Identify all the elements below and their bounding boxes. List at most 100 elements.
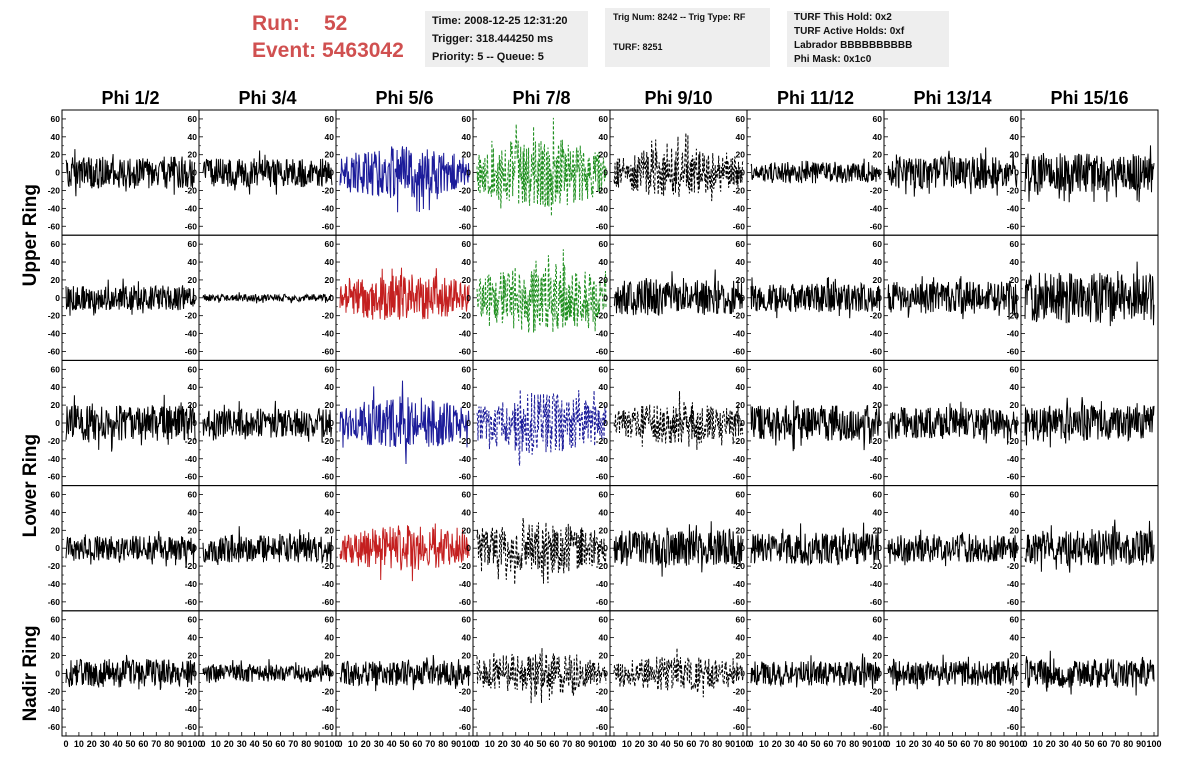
- y-tick-label: 20: [325, 275, 335, 285]
- y-tick-label: -60: [48, 722, 61, 732]
- turf-info-box: TURF This Hold: 0x2 TURF Active Holds: 0…: [787, 11, 949, 67]
- y-tick-label: 40: [462, 132, 472, 142]
- x-tick-label: 70: [425, 739, 435, 749]
- y-tick-label: -20: [185, 311, 198, 321]
- y-tick-label: 60: [599, 114, 609, 124]
- y-tick-label: -40: [322, 704, 335, 714]
- x-tick-label: 50: [947, 739, 957, 749]
- y-tick-label: -40: [48, 579, 61, 589]
- y-tick-label: -20: [870, 185, 883, 195]
- x-tick-label: 20: [87, 739, 97, 749]
- y-tick-label: 40: [873, 257, 883, 267]
- y-tick-label: 20: [325, 150, 335, 160]
- waveform-trace: [339, 267, 470, 320]
- y-tick-label: -40: [870, 579, 883, 589]
- x-tick-label: 40: [387, 739, 397, 749]
- waveform-trace: [750, 277, 881, 319]
- y-tick-label: 0: [740, 293, 745, 303]
- x-tick-label: 10: [1033, 739, 1043, 749]
- waveform-trace: [476, 517, 607, 585]
- y-tick-label: -60: [322, 597, 335, 607]
- y-tick-label: -20: [733, 686, 746, 696]
- column-header: Phi 15/16: [1050, 88, 1128, 108]
- y-tick-label: -20: [733, 311, 746, 321]
- waveform-trace: [613, 269, 744, 317]
- y-tick-label: -60: [596, 722, 609, 732]
- y-tick-label: -20: [1007, 436, 1020, 446]
- y-tick-label: 40: [873, 633, 883, 643]
- x-tick-label: 100: [598, 739, 613, 749]
- x-tick-label: 100: [872, 739, 887, 749]
- y-tick-label: 40: [736, 633, 746, 643]
- y-tick-label: -20: [48, 185, 61, 195]
- y-tick-label: -20: [322, 185, 335, 195]
- trig-num-type-text: Trig Num: 8242 -- Trig Type: RF: [613, 12, 746, 22]
- y-tick-label: 60: [736, 615, 746, 625]
- y-tick-label: -40: [48, 704, 61, 714]
- y-tick-label: -20: [596, 185, 609, 195]
- y-tick-label: 60: [873, 239, 883, 249]
- waveform-trace: [65, 149, 196, 197]
- y-tick-label: -40: [322, 579, 335, 589]
- y-tick-label: 20: [873, 400, 883, 410]
- x-tick-label: 0: [474, 739, 479, 749]
- y-tick-label: 60: [188, 239, 198, 249]
- run-event-box: Run: 52 Event: 5463042: [252, 10, 404, 64]
- column-header: Phi 11/12: [777, 88, 854, 108]
- y-tick-label: -60: [185, 597, 198, 607]
- y-tick-label: 60: [462, 364, 472, 374]
- y-tick-label: 60: [1010, 615, 1020, 625]
- x-tick-label: 60: [1097, 739, 1107, 749]
- y-tick-label: 0: [466, 168, 471, 178]
- y-tick-label: -60: [1007, 472, 1020, 482]
- y-tick-label: 60: [873, 615, 883, 625]
- x-tick-label: 80: [849, 739, 859, 749]
- y-tick-label: 20: [599, 150, 609, 160]
- turf-this-hold-text: TURF This Hold: 0x2: [794, 12, 892, 23]
- x-tick-label: 50: [125, 739, 135, 749]
- y-tick-label: 20: [599, 651, 609, 661]
- y-tick-label: 20: [1010, 400, 1020, 410]
- time-text: Time: 2008-12-25 12:31:20: [432, 15, 568, 27]
- y-tick-label: 20: [1010, 150, 1020, 160]
- y-tick-label: 0: [603, 668, 608, 678]
- y-tick-label: 0: [329, 543, 334, 553]
- turf-text: TURF: 8251: [613, 42, 663, 52]
- x-tick-label: 60: [138, 739, 148, 749]
- waveform-trace: [1024, 519, 1155, 573]
- y-tick-label: -60: [596, 472, 609, 482]
- y-tick-label: -20: [322, 561, 335, 571]
- y-tick-label: 20: [51, 651, 61, 661]
- y-tick-label: -20: [459, 436, 472, 446]
- y-tick-label: 0: [192, 293, 197, 303]
- y-tick-label: 20: [188, 150, 198, 160]
- y-tick-label: 0: [329, 168, 334, 178]
- waveform-trace: [339, 380, 470, 465]
- waveform-trace: [65, 531, 196, 568]
- y-tick-label: 0: [1014, 168, 1019, 178]
- y-tick-label: -40: [185, 329, 198, 339]
- y-tick-label: -20: [459, 561, 472, 571]
- y-tick-label: 60: [1010, 114, 1020, 124]
- y-tick-label: -20: [733, 185, 746, 195]
- y-tick-label: -20: [459, 185, 472, 195]
- y-tick-label: -40: [459, 329, 472, 339]
- y-tick-label: 60: [873, 490, 883, 500]
- y-tick-label: 40: [51, 507, 61, 517]
- x-tick-label: 10: [759, 739, 769, 749]
- x-tick-label: 80: [575, 739, 585, 749]
- y-tick-label: -60: [322, 346, 335, 356]
- y-tick-label: -40: [322, 329, 335, 339]
- x-tick-label: 40: [935, 739, 945, 749]
- y-tick-label: -40: [733, 329, 746, 339]
- x-tick-label: 60: [686, 739, 696, 749]
- x-tick-label: 40: [661, 739, 671, 749]
- x-tick-label: 70: [562, 739, 572, 749]
- y-tick-label: -40: [185, 704, 198, 714]
- y-tick-label: 40: [599, 257, 609, 267]
- event-label: Event:: [252, 39, 317, 62]
- y-tick-label: -40: [596, 454, 609, 464]
- y-tick-label: -60: [733, 597, 746, 607]
- waveform-trace: [887, 529, 1018, 567]
- waveform-trace: [750, 522, 881, 566]
